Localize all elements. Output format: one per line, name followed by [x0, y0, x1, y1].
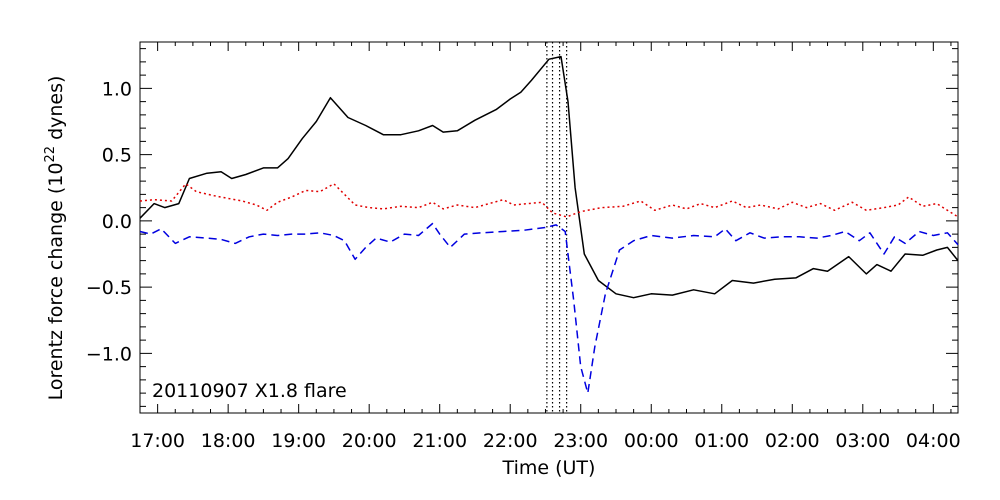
x-axis-title: Time (UT)	[502, 457, 596, 479]
y-axis-title-main: Lorentz force change (10	[45, 163, 67, 401]
x-tick-label: 17:00	[130, 430, 185, 452]
x-tick-label: 02:00	[765, 430, 820, 452]
x-tick-label: 20:00	[342, 430, 397, 452]
plot-frame-layer	[139, 41, 959, 414]
x-tick-label: 23:00	[553, 430, 608, 452]
y-tick-label: −0.5	[86, 277, 132, 299]
x-tick-label: 00:00	[624, 430, 679, 452]
x-tick-label: 19:00	[271, 430, 326, 452]
series-layer	[139, 55, 959, 394]
y-tick-label: 1.0	[102, 78, 132, 100]
y-tick-label: 0.5	[102, 145, 132, 167]
ticks-layer: 17:00 18:00 19:00 20:00 21:00 22:00 23:00 00:00…	[86, 42, 961, 452]
series-line-1	[139, 55, 959, 299]
x-tick-label: 22:00	[483, 430, 538, 452]
x-tick-label: 04:00	[906, 430, 961, 452]
x-tick-label: 03:00	[835, 430, 890, 452]
series-line-3	[139, 222, 959, 394]
x-tick-label: 01:00	[694, 430, 749, 452]
y-tick-label: 0.0	[102, 211, 132, 233]
y-axis-title-exponent: 22	[43, 146, 58, 163]
y-axis-title: Lorentz force change (1022 dynes)	[43, 76, 67, 401]
x-tick-label: 18:00	[201, 430, 256, 452]
y-axis-title-tail: dynes)	[45, 76, 67, 146]
flare-time-markers	[546, 42, 568, 413]
y-tick-label: −1.0	[86, 343, 132, 365]
flare-annotation: 20110907 X1.8 flare	[152, 380, 347, 402]
plot-frame	[139, 41, 959, 414]
x-tick-label: 21:00	[412, 430, 467, 452]
series-line-2	[139, 183, 959, 218]
